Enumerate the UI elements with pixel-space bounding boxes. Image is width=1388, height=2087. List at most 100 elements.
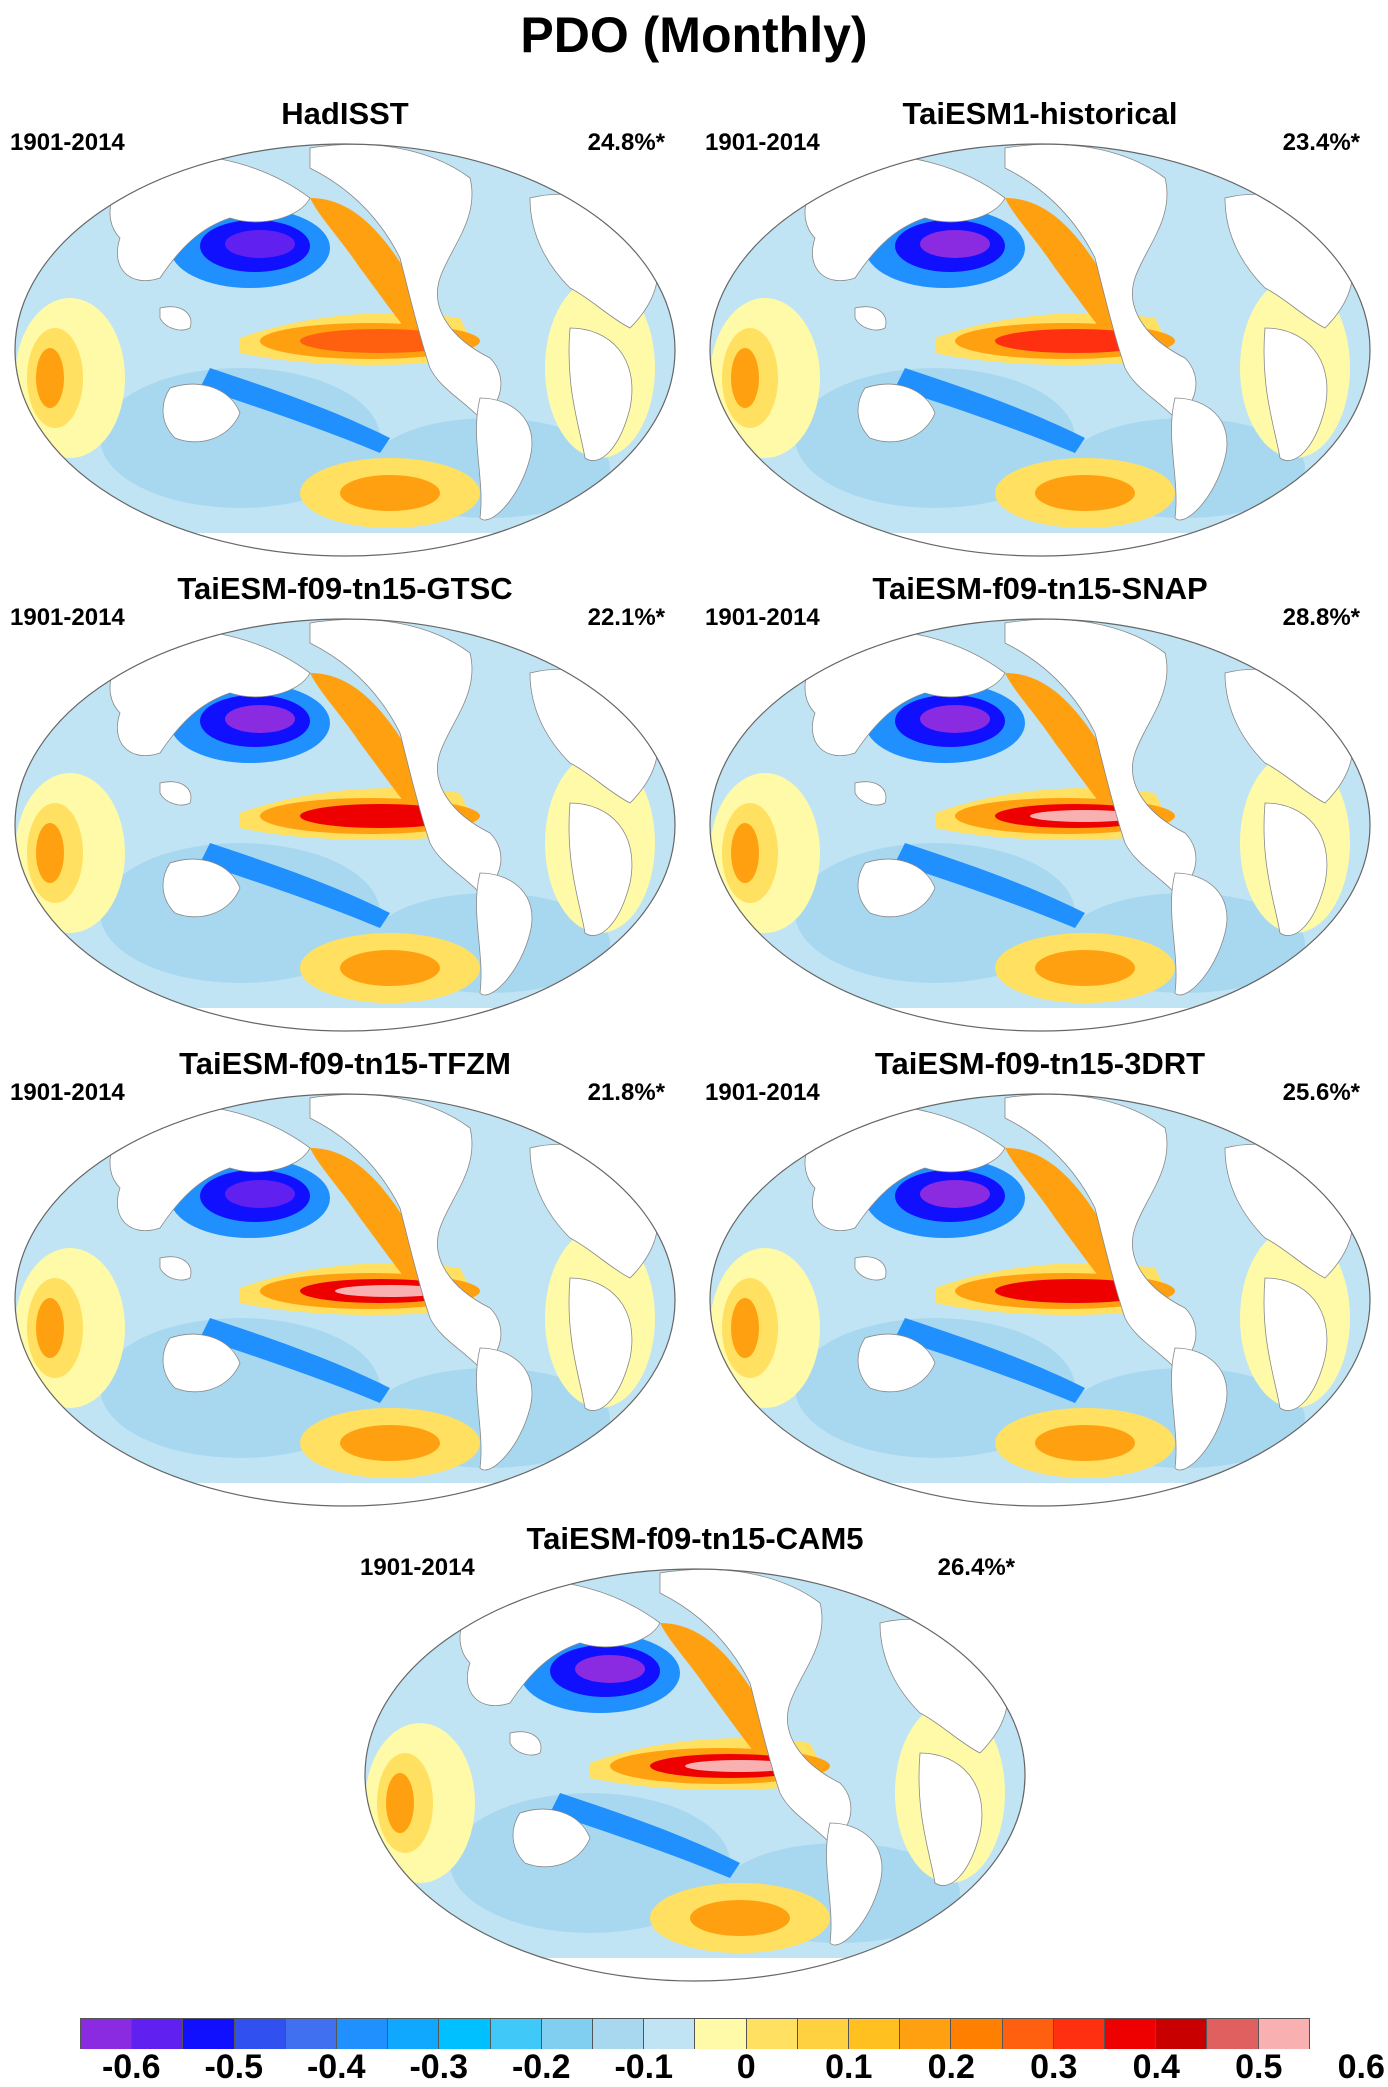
- pdo-map: [364, 1568, 1026, 1982]
- anomaly-region: [920, 230, 990, 258]
- continent-landmass: [568, 802, 633, 936]
- colorbar-box: [439, 2019, 491, 2049]
- colorbar-tick-label: 0.6: [1337, 2048, 1385, 2086]
- continent-landmass: [918, 1752, 983, 1886]
- continent-landmass: [109, 155, 311, 281]
- colorbar-box: [695, 2019, 747, 2049]
- colorbar-box: [388, 2019, 440, 2049]
- colorbar-tick-label: 0.5: [1235, 2048, 1283, 2086]
- anomaly-region: [225, 705, 295, 733]
- map-border: [14, 1093, 676, 1507]
- continent-landmass: [568, 1277, 633, 1411]
- panel-title: TaiESM-f09-tn15-SNAP: [872, 571, 1208, 606]
- colorbar-tick-label: 0.3: [1030, 2048, 1078, 2086]
- colorbar-box: [285, 2019, 338, 2049]
- continent-landmass: [162, 383, 241, 443]
- map-border: [14, 618, 676, 1032]
- continent-landmass: [1004, 619, 1197, 894]
- continent-landmass: [659, 1569, 852, 1844]
- map-border: [709, 1093, 1371, 1507]
- anomaly-region: [731, 823, 759, 883]
- anomaly-region: [1030, 810, 1140, 822]
- anomaly-region: [1035, 1425, 1135, 1461]
- panel-variance: 23.4%*: [1282, 129, 1360, 156]
- anomaly-region: [895, 368, 1085, 453]
- continent-landmass: [857, 858, 936, 918]
- panel-period: 1901-2014: [705, 604, 820, 631]
- colorbar-tick-label: 0.4: [1132, 2048, 1180, 2086]
- continent-landmass: [1263, 1277, 1328, 1411]
- continent-landmass: [804, 630, 1006, 756]
- colorbar-box: [541, 2019, 594, 2049]
- pdo-map: [14, 618, 676, 1032]
- antarctica-landmass: [15, 1008, 675, 1031]
- colorbar-box: [900, 2019, 952, 2049]
- map-border: [709, 618, 1371, 1032]
- continent-landmass: [309, 619, 502, 894]
- anomaly-region: [340, 950, 440, 986]
- panel-period: 1901-2014: [10, 604, 125, 631]
- anomaly-region: [225, 230, 295, 258]
- continent-landmass: [854, 1256, 887, 1281]
- anomaly-region: [386, 1773, 414, 1833]
- colorbar: -0.6 -0.5 -0.4 -0.3 -0.2 -0.1 0 0.1 0.2 0.3 0.4 0.5…: [80, 2018, 1385, 2086]
- anomaly-region: [575, 1655, 645, 1683]
- panel-variance: 25.6%*: [1282, 1079, 1360, 1106]
- colorbar-tick-label: -0.2: [511, 2048, 571, 2086]
- panel-title: TaiESM-f09-tn15-GTSC: [177, 571, 513, 606]
- continent-landmass: [1263, 327, 1328, 461]
- continent-landmass: [476, 1347, 533, 1471]
- colorbar-box: [1258, 2019, 1310, 2049]
- colorbar-box: [183, 2019, 235, 2049]
- antarctica-landmass: [15, 1483, 675, 1506]
- colorbar-tick-label: 0: [736, 2048, 756, 2086]
- antarctica-landmass: [365, 1958, 1025, 1981]
- continent-landmass: [804, 1105, 1006, 1231]
- anomaly-region: [690, 1900, 790, 1936]
- colorbar-box: [337, 2019, 389, 2049]
- anomaly-region: [1035, 950, 1135, 986]
- antarctica-landmass: [710, 533, 1370, 556]
- colorbar-box: [849, 2019, 901, 2049]
- map-panel-3drt: TaiESM-f09-tn15-3DRT 1901-2014 25.6%*: [695, 1046, 1385, 1526]
- panel-variance: 28.8%*: [1282, 604, 1360, 631]
- map-field: [710, 144, 1370, 556]
- anomaly-region: [36, 823, 64, 883]
- colorbar-box: [1207, 2019, 1259, 2049]
- anomaly-region: [920, 705, 990, 733]
- panel-title: TaiESM1-historical: [902, 96, 1178, 131]
- continent-landmass: [162, 1333, 241, 1393]
- panel-period: 1901-2014: [10, 129, 125, 156]
- antarctica-landmass: [710, 1008, 1370, 1031]
- continent-landmass: [1171, 397, 1228, 521]
- colorbar-tick-label: -0.3: [409, 2048, 469, 2086]
- continent-landmass: [476, 872, 533, 996]
- colorbar-tick-label: -0.6: [101, 2048, 161, 2086]
- anomaly-region: [225, 1180, 295, 1208]
- colorbar-box: [80, 2019, 133, 2049]
- colorbar-tick-label: -0.5: [204, 2048, 264, 2086]
- continent-landmass: [854, 781, 887, 806]
- panel-variance: 21.8%*: [587, 1079, 665, 1106]
- anomaly-region: [200, 368, 390, 453]
- antarctica-landmass: [710, 1483, 1370, 1506]
- continent-landmass: [109, 1105, 311, 1231]
- panel-period: 1901-2014: [360, 1554, 475, 1581]
- continent-landmass: [857, 1333, 936, 1393]
- map-field: [710, 619, 1370, 1031]
- colorbar-box: [1002, 2019, 1054, 2049]
- continent-landmass: [459, 1580, 661, 1706]
- anomaly-region: [920, 1180, 990, 1208]
- pdo-map: [709, 618, 1371, 1032]
- map-panel-snap: TaiESM-f09-tn15-SNAP 1901-2014 28.8%*: [695, 571, 1385, 1051]
- continent-landmass: [854, 306, 887, 331]
- pdo-map: [14, 1093, 676, 1507]
- panel-period: 1901-2014: [10, 1079, 125, 1106]
- map-field: [365, 1569, 1025, 1981]
- colorbar-box: [746, 2019, 798, 2049]
- panel-variance: 26.4%*: [937, 1554, 1015, 1581]
- continent-landmass: [159, 1256, 192, 1281]
- map-panel-tfzm: TaiESM-f09-tn15-TFZM 1901-2014 21.8%*: [0, 1046, 690, 1526]
- map-panel-gtsc: TaiESM-f09-tn15-GTSC 1901-2014 22.1%*: [0, 571, 690, 1051]
- anomaly-region: [731, 1298, 759, 1358]
